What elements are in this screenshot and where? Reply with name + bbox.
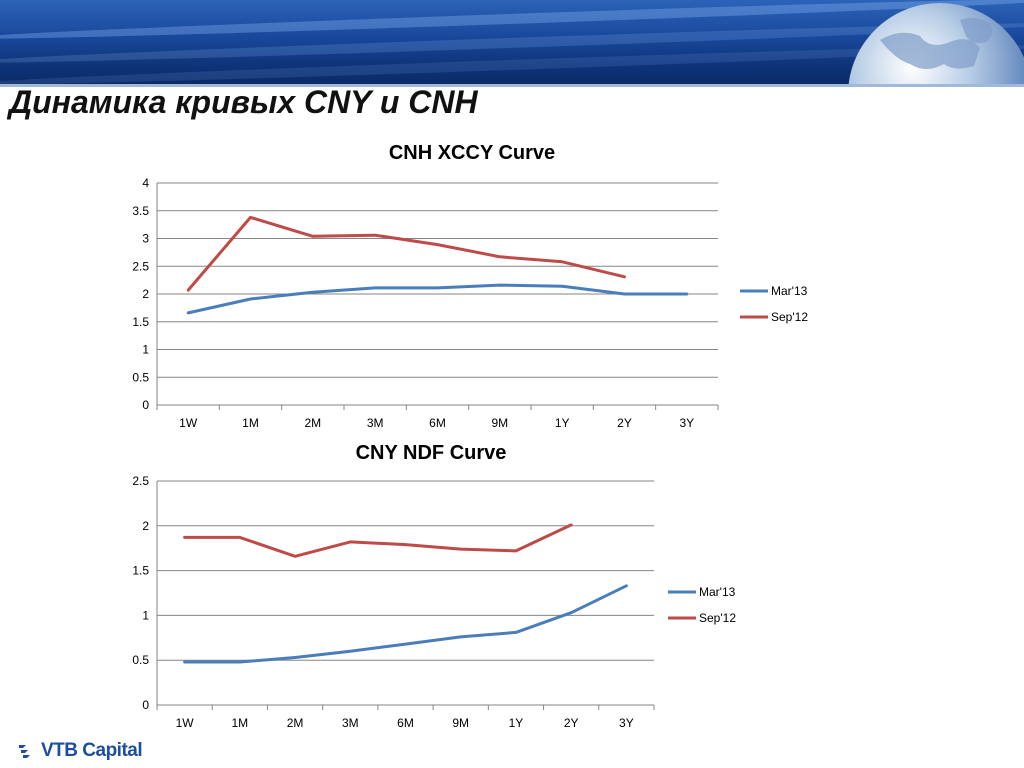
- x-tick-label: 1M: [242, 416, 259, 430]
- y-tick-label: 3.5: [132, 204, 149, 218]
- y-tick-label: 1: [142, 343, 149, 357]
- y-tick-label: 3: [142, 232, 149, 246]
- y-tick-label: 0.5: [132, 370, 149, 384]
- chart-title: CNY NDF Curve: [356, 442, 507, 464]
- vtb-logo: VTB Capital: [18, 737, 143, 765]
- x-tick-label: 3M: [342, 716, 359, 730]
- x-tick-label: 9M: [452, 716, 469, 730]
- legend-label: Sep'12: [699, 611, 736, 625]
- y-tick-label: 0: [142, 398, 149, 412]
- x-tick-label: 1W: [176, 716, 195, 730]
- vtb-logo-icon: [19, 745, 30, 758]
- series-line-0: [186, 283, 689, 315]
- x-tick-label: 2Y: [564, 716, 579, 730]
- x-tick-label: 1W: [179, 416, 198, 430]
- globe-icon: [848, 3, 1024, 86]
- vtb-logo-text: VTB Capital: [41, 740, 143, 761]
- x-tick-label: 2M: [304, 416, 321, 430]
- legend-label: Mar'13: [771, 284, 808, 298]
- x-tick-label: 2Y: [617, 416, 632, 430]
- chart-title: CNH XCCY Curve: [389, 142, 555, 164]
- x-tick-label: 3Y: [679, 416, 694, 430]
- x-tick-label: 9M: [491, 416, 508, 430]
- x-tick-label: 1M: [231, 716, 248, 730]
- x-tick-label: 6M: [429, 416, 446, 430]
- banner-divider: [0, 84, 1024, 87]
- y-tick-label: 1.5: [132, 564, 149, 578]
- x-tick-label: 1Y: [555, 416, 570, 430]
- series-line-1: [183, 523, 573, 558]
- y-tick-label: 2.5: [132, 259, 149, 273]
- y-tick-label: 2.5: [132, 474, 149, 488]
- cnh-xccy-chart: CNH XCCY Curve 0 0.5 1 1.5 2 2.5 3 3.5 4 1W 1M 2M 3M 6…: [132, 142, 808, 430]
- y-tick-label: 2: [142, 519, 149, 533]
- page-title: Динамика кривых CNY и CNH: [9, 84, 478, 120]
- header-banner: [0, 0, 1024, 86]
- x-tick-label: 1Y: [509, 716, 524, 730]
- x-tick-label: 6M: [397, 716, 414, 730]
- series-line-1: [186, 215, 626, 292]
- x-tick-label: 3M: [367, 416, 384, 430]
- y-tick-label: 1.5: [132, 315, 149, 329]
- legend-label: Sep'12: [771, 310, 808, 324]
- x-tick-label: 2M: [287, 716, 304, 730]
- y-tick-label: 1: [142, 608, 149, 622]
- x-tick-label: 3Y: [619, 716, 634, 730]
- legend-label: Mar'13: [699, 585, 736, 599]
- y-tick-label: 4: [142, 176, 149, 190]
- series-line-0: [183, 584, 628, 664]
- y-tick-label: 0: [142, 698, 149, 712]
- y-tick-label: 0.5: [132, 653, 149, 667]
- y-tick-label: 2: [142, 287, 149, 301]
